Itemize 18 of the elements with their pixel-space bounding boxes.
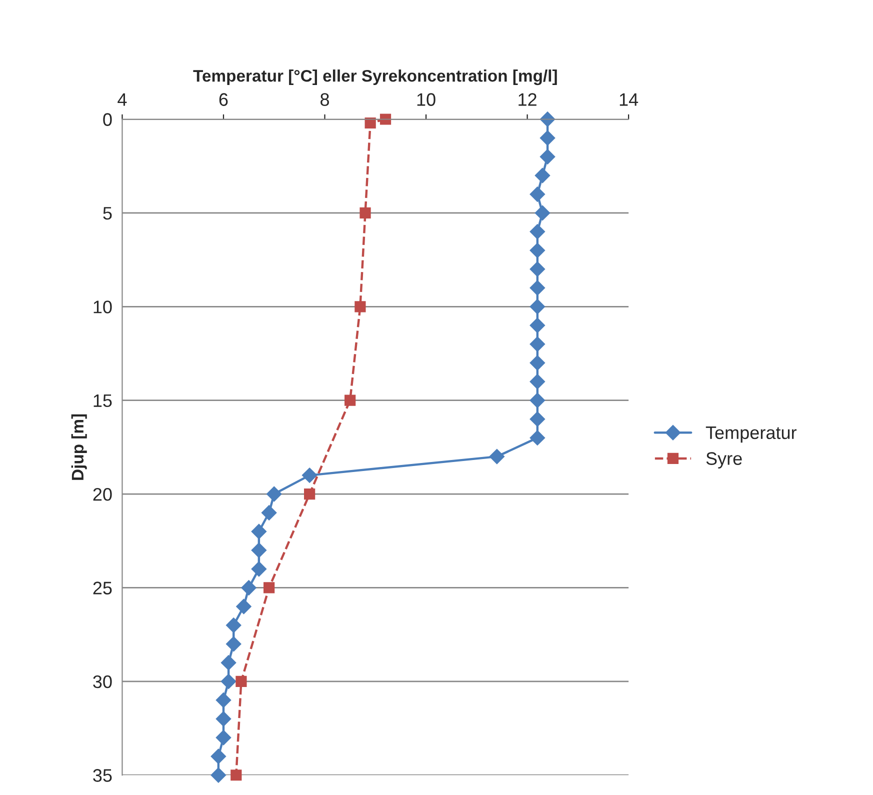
y-tick-label: 25 [93, 582, 112, 594]
y-tick-label: 20 [93, 488, 112, 501]
x-axis-title: Temperatur [°C] eller Syrekoncentration [mg/l] [193, 70, 557, 86]
legend-label: Syre [706, 452, 742, 469]
y-tick-label: 5 [103, 207, 112, 220]
y-axis-title: Djup [m] [71, 414, 87, 480]
x-tick-label: 10 [417, 93, 436, 106]
y-tick-label: 15 [94, 394, 112, 408]
x-tick-label: 8 [320, 93, 329, 106]
x-tick-label: 6 [219, 93, 228, 106]
y-tick-label: 35 [93, 769, 112, 782]
y-tick-label: 30 [93, 675, 112, 688]
y-tick-label: 0 [103, 113, 112, 126]
x-tick-label: 14 [620, 93, 638, 106]
legend-label: Temperatur [706, 426, 797, 443]
x-tick-label: 4 [118, 93, 127, 106]
x-tick-label: 12 [518, 93, 536, 106]
y-tick-label: 10 [94, 300, 112, 314]
